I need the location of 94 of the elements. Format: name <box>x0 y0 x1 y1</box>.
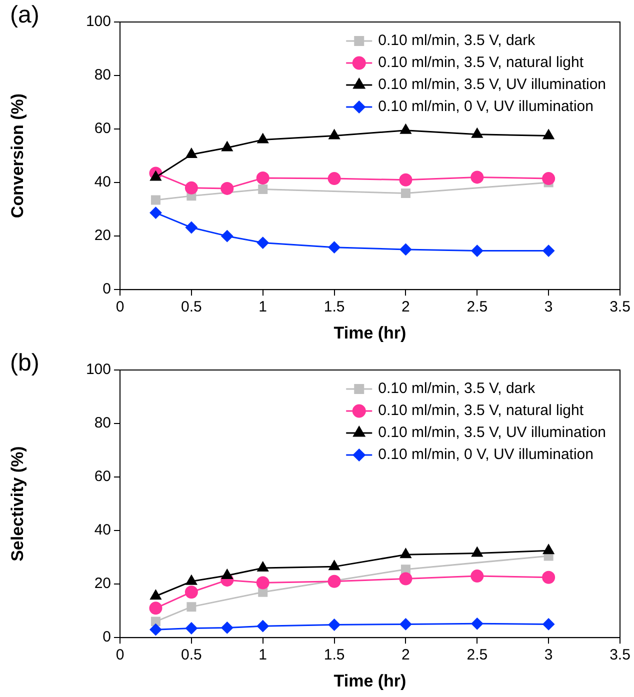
point <box>328 172 341 186</box>
x-tick-label: 1.5 <box>324 646 345 664</box>
legend-label: 0.10 ml/min, 3.5 V, natural light <box>378 402 584 420</box>
y-tick-label: 100 <box>86 13 111 30</box>
point <box>399 173 412 186</box>
x-tick-label: 2.5 <box>466 298 488 316</box>
point <box>221 622 234 634</box>
x-tick-label: 3 <box>544 298 553 316</box>
point <box>184 181 198 194</box>
point <box>186 148 198 158</box>
point <box>471 244 484 257</box>
x-tick-label: 1 <box>258 298 268 316</box>
point <box>542 129 554 140</box>
y-tick-label: 60 <box>94 468 111 486</box>
point <box>328 241 340 254</box>
y-tick-label: 40 <box>94 174 111 191</box>
y-axis-title: Selectivity (%) <box>8 446 27 562</box>
point <box>328 129 340 140</box>
y-tick-label: 100 <box>86 361 111 378</box>
point <box>220 182 234 195</box>
point <box>400 618 412 630</box>
legend-label: 0.10 ml/min, 3.5 V, UV illumination <box>378 76 606 94</box>
point <box>542 544 554 554</box>
point <box>542 244 555 257</box>
point <box>400 124 412 134</box>
y-tick-label: 80 <box>94 414 111 432</box>
x-tick-label: 2 <box>402 298 410 316</box>
point <box>257 562 269 572</box>
point <box>328 618 340 631</box>
point <box>258 184 268 194</box>
chart-title: (b) <box>10 350 40 377</box>
point <box>184 586 198 599</box>
x-tick-label: 0.5 <box>181 646 202 664</box>
x-axis-title: Time (hr) <box>334 671 406 690</box>
point <box>400 243 412 256</box>
point <box>471 128 483 138</box>
y-tick-label: 80 <box>94 66 111 84</box>
legend-label: 0.10 ml/min, 3.5 V, natural light <box>378 54 584 72</box>
point <box>150 195 160 205</box>
x-tick-label: 0 <box>116 646 124 664</box>
point <box>256 620 269 632</box>
point <box>149 602 162 615</box>
point <box>400 188 410 198</box>
x-axis-title: Time (hr) <box>334 323 406 342</box>
y-tick-label: 0 <box>102 280 111 298</box>
legend-label: 0.10 ml/min, 3.5 V, dark <box>378 32 536 50</box>
point <box>542 172 556 186</box>
y-tick-label: 20 <box>94 227 111 244</box>
x-tick-label: 1 <box>258 646 268 664</box>
x-tick-label: 3.5 <box>610 646 630 664</box>
point <box>542 570 556 584</box>
y-tick-label: 40 <box>94 522 111 539</box>
point <box>221 230 234 242</box>
point <box>186 602 196 612</box>
x-tick-label: 3.5 <box>610 298 630 316</box>
point <box>185 622 198 634</box>
point <box>471 546 483 557</box>
y-tick-label: 20 <box>94 575 111 592</box>
point <box>186 574 198 585</box>
point <box>150 206 162 219</box>
point <box>542 618 555 630</box>
legend-label: 0.10 ml/min, 0 V, UV illumination <box>378 446 594 464</box>
x-tick-label: 3 <box>544 646 553 664</box>
chart-title: (a) <box>10 2 40 29</box>
point <box>150 616 160 626</box>
point <box>257 133 269 144</box>
point <box>471 618 484 630</box>
legend-label: 0.10 ml/min, 0 V, UV illumination <box>378 98 594 116</box>
point <box>150 624 162 636</box>
point <box>470 570 484 583</box>
point <box>221 569 233 580</box>
legend-label: 0.10 ml/min, 3.5 V, dark <box>378 380 536 398</box>
point <box>470 170 484 184</box>
point <box>185 222 198 234</box>
x-tick-label: 1.5 <box>324 298 345 316</box>
y-axis-title: Conversion (%) <box>8 93 27 218</box>
x-tick-label: 2 <box>402 646 410 664</box>
y-tick-label: 60 <box>94 120 111 138</box>
legend-label: 0.10 ml/min, 3.5 V, UV illumination <box>378 424 606 442</box>
point <box>400 548 412 558</box>
point <box>256 576 270 590</box>
point <box>150 590 162 600</box>
point <box>150 170 162 181</box>
y-tick-label: 0 <box>102 628 111 646</box>
point <box>328 560 340 570</box>
point <box>256 236 269 249</box>
point <box>256 172 270 185</box>
x-tick-label: 0 <box>116 298 124 316</box>
point <box>328 574 341 588</box>
point <box>399 572 412 586</box>
point <box>221 141 233 152</box>
x-tick-label: 2.5 <box>466 646 488 664</box>
point <box>258 587 268 597</box>
x-tick-label: 0.5 <box>181 298 202 316</box>
